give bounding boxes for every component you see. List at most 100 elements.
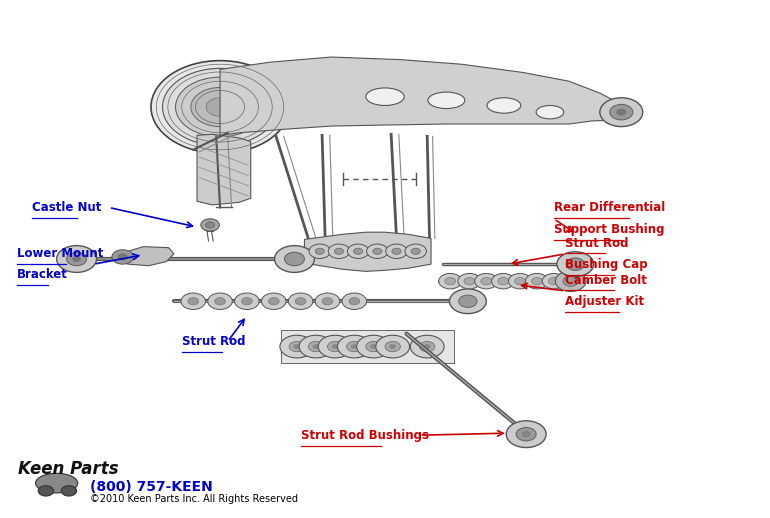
Circle shape — [72, 256, 80, 262]
Circle shape — [188, 298, 199, 305]
Polygon shape — [115, 247, 174, 266]
Text: Castle Nut: Castle Nut — [32, 201, 102, 214]
Circle shape — [353, 248, 363, 254]
Circle shape — [563, 276, 578, 286]
Circle shape — [66, 252, 86, 266]
Circle shape — [334, 248, 343, 254]
Text: Camber Bolt: Camber Bolt — [565, 274, 647, 286]
Circle shape — [522, 431, 530, 437]
Text: Bushing Cap: Bushing Cap — [565, 258, 648, 271]
Circle shape — [464, 278, 475, 285]
Circle shape — [555, 271, 586, 292]
Circle shape — [328, 244, 350, 258]
Text: (800) 757-KEEN: (800) 757-KEEN — [89, 480, 213, 494]
Circle shape — [112, 250, 133, 264]
Circle shape — [346, 341, 362, 352]
Circle shape — [347, 244, 369, 258]
Circle shape — [450, 289, 487, 313]
Circle shape — [322, 298, 333, 305]
Text: Strut Rod Bushings: Strut Rod Bushings — [300, 429, 429, 442]
Text: Strut Rod: Strut Rod — [565, 237, 629, 250]
Circle shape — [617, 109, 626, 115]
Circle shape — [506, 421, 546, 448]
Circle shape — [284, 252, 304, 266]
Circle shape — [411, 248, 420, 254]
Text: Rear Differential: Rear Differential — [554, 202, 665, 214]
Polygon shape — [304, 232, 431, 271]
Circle shape — [275, 246, 314, 272]
Circle shape — [206, 98, 234, 116]
Circle shape — [38, 486, 54, 496]
Circle shape — [242, 298, 253, 305]
Circle shape — [289, 341, 304, 352]
Circle shape — [370, 344, 377, 349]
Circle shape — [57, 246, 96, 272]
Text: Bracket: Bracket — [17, 268, 68, 281]
Ellipse shape — [366, 88, 404, 106]
Circle shape — [481, 278, 491, 285]
Ellipse shape — [536, 106, 564, 119]
Circle shape — [497, 278, 508, 285]
Circle shape — [439, 274, 462, 289]
Circle shape — [215, 298, 226, 305]
Circle shape — [351, 344, 357, 349]
Circle shape — [295, 298, 306, 305]
Circle shape — [531, 278, 542, 285]
Text: Keen Parts: Keen Parts — [18, 460, 119, 478]
Circle shape — [445, 278, 456, 285]
Circle shape — [566, 258, 584, 270]
Circle shape — [151, 61, 289, 153]
Circle shape — [420, 341, 435, 352]
Text: Support Bushing: Support Bushing — [554, 223, 665, 236]
Circle shape — [235, 293, 259, 309]
Circle shape — [62, 486, 76, 496]
Circle shape — [376, 335, 410, 358]
Circle shape — [288, 293, 313, 309]
Circle shape — [392, 248, 401, 254]
Circle shape — [516, 427, 536, 441]
Circle shape — [610, 105, 633, 120]
Circle shape — [542, 274, 565, 289]
Circle shape — [327, 341, 343, 352]
Circle shape — [373, 248, 382, 254]
Text: Lower Mount: Lower Mount — [17, 247, 103, 260]
Circle shape — [313, 344, 319, 349]
Circle shape — [332, 344, 338, 349]
Circle shape — [557, 252, 594, 277]
Circle shape — [309, 244, 330, 258]
Circle shape — [201, 219, 219, 231]
Ellipse shape — [487, 98, 521, 113]
Circle shape — [262, 293, 286, 309]
Circle shape — [525, 274, 548, 289]
Circle shape — [315, 248, 324, 254]
Circle shape — [181, 293, 206, 309]
Circle shape — [548, 278, 559, 285]
Circle shape — [293, 344, 300, 349]
Circle shape — [458, 274, 481, 289]
Circle shape — [162, 68, 278, 146]
Circle shape — [118, 254, 127, 260]
Circle shape — [191, 88, 249, 126]
Text: Adjuster Kit: Adjuster Kit — [565, 295, 644, 308]
Circle shape — [357, 335, 390, 358]
Circle shape — [600, 98, 643, 126]
Circle shape — [459, 295, 477, 307]
Text: ©2010 Keen Parts Inc. All Rights Reserved: ©2010 Keen Parts Inc. All Rights Reserve… — [89, 494, 298, 504]
Circle shape — [349, 298, 360, 305]
Circle shape — [508, 274, 531, 289]
Ellipse shape — [35, 473, 78, 493]
Bar — [281, 329, 454, 363]
Circle shape — [315, 293, 340, 309]
Circle shape — [342, 293, 367, 309]
Circle shape — [390, 344, 396, 349]
Circle shape — [176, 77, 265, 137]
Polygon shape — [197, 134, 251, 205]
Circle shape — [514, 278, 525, 285]
Circle shape — [280, 335, 313, 358]
Circle shape — [386, 244, 407, 258]
Circle shape — [269, 298, 279, 305]
Circle shape — [208, 293, 233, 309]
Circle shape — [308, 341, 323, 352]
Circle shape — [405, 244, 427, 258]
Circle shape — [299, 335, 333, 358]
